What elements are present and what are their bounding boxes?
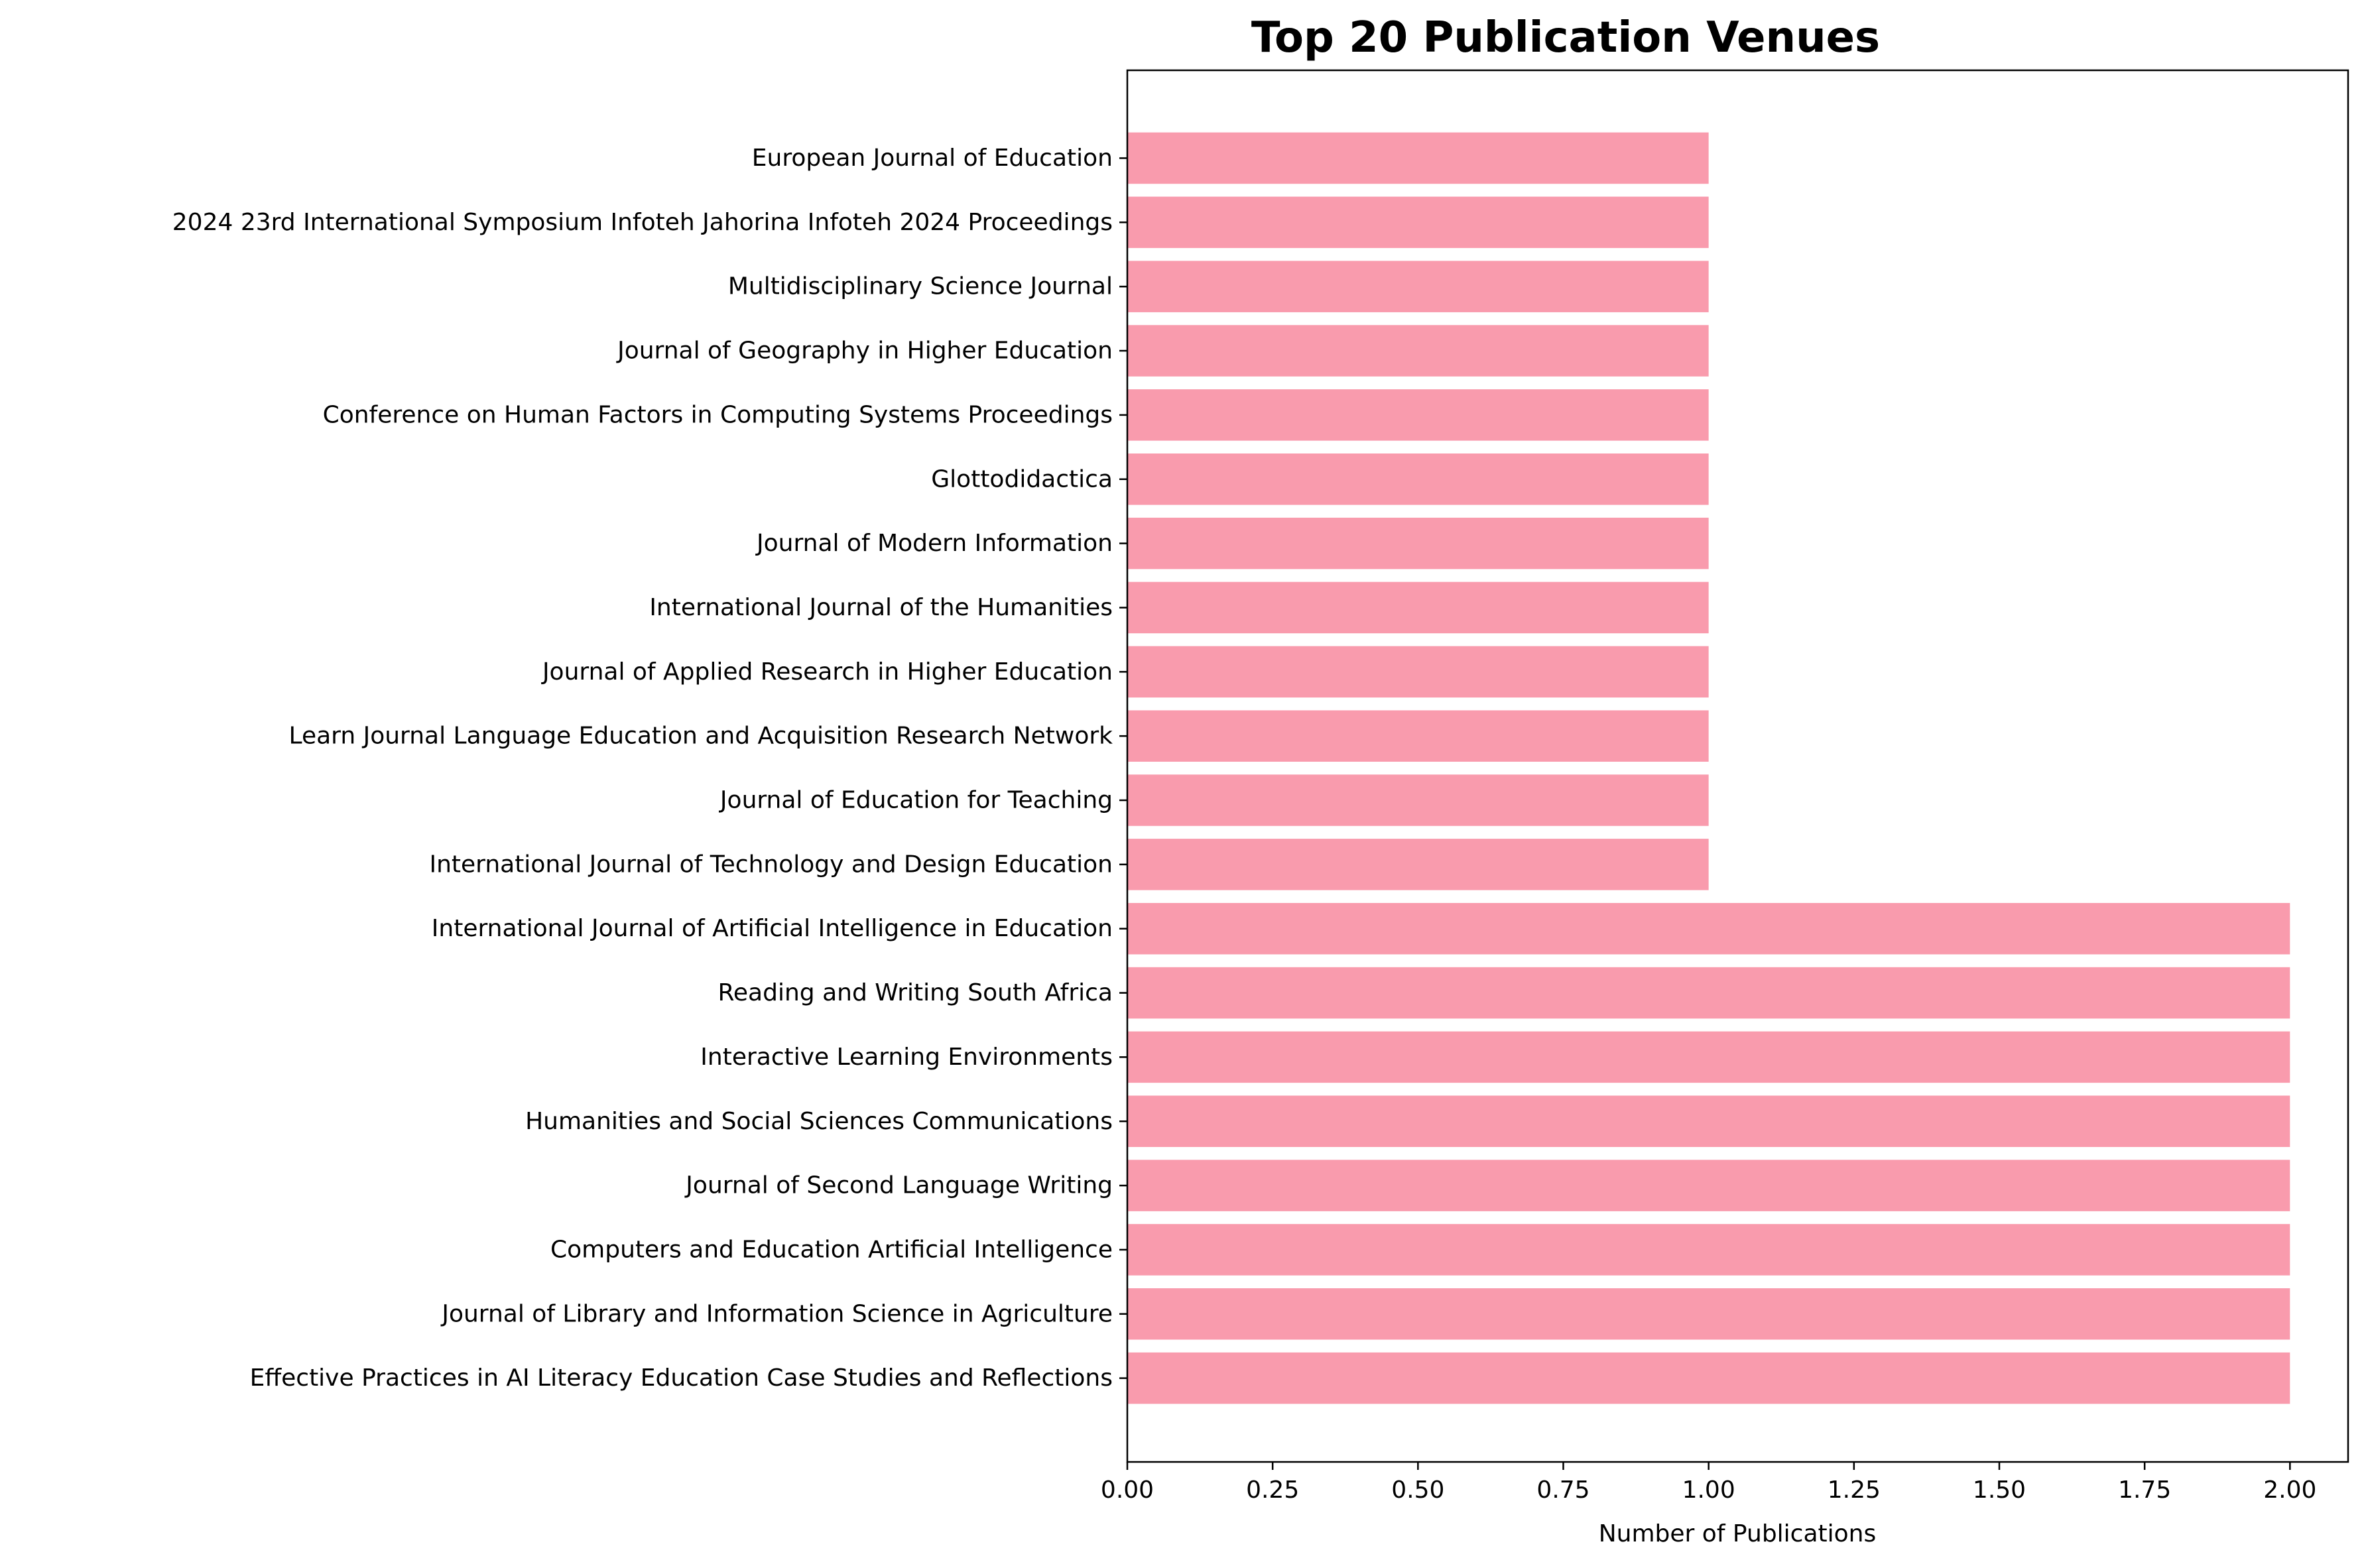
- y-tick-label: Glottodidactica: [931, 465, 1113, 493]
- x-axis-label: Number of Publications: [1599, 1520, 1877, 1547]
- bar: [1127, 967, 2290, 1019]
- x-tick-label: 0.00: [1101, 1477, 1154, 1504]
- y-tick-label: Journal of Geography in Higher Education: [616, 337, 1113, 365]
- bar: [1127, 581, 1709, 634]
- y-tick-label: Effective Practices in AI Literacy Educa…: [250, 1364, 1113, 1392]
- y-tick-label: International Journal of Technology and …: [429, 851, 1113, 878]
- x-tick-label: 1.00: [1682, 1477, 1735, 1504]
- y-tick-label: European Journal of Education: [752, 145, 1113, 172]
- y-tick-label: Multidisciplinary Science Journal: [728, 273, 1113, 300]
- bars: [1127, 132, 2290, 1404]
- bar: [1127, 1031, 2290, 1083]
- y-tick-label: Reading and Writing South Africa: [718, 979, 1113, 1006]
- x-tick-label: 1.50: [1973, 1477, 2026, 1504]
- x-tick-label: 2.00: [2263, 1477, 2316, 1504]
- bar: [1127, 1160, 2290, 1211]
- y-tick-label: Journal of Modern Information: [755, 530, 1113, 557]
- bar: [1127, 774, 1709, 826]
- bar: [1127, 517, 1709, 570]
- y-tick-label: Conference on Human Factors in Computing…: [323, 401, 1113, 428]
- plot-frame: [1126, 69, 2349, 1463]
- bar: [1127, 196, 1709, 249]
- bar: [1127, 389, 1709, 441]
- bar: [1127, 261, 1709, 312]
- bar: [1127, 902, 2290, 955]
- y-axis-ticks: European Journal of Education 2024 23rd I…: [172, 145, 1127, 1392]
- bar: [1127, 839, 1709, 890]
- bar: [1127, 646, 1709, 698]
- x-tick-label: 0.75: [1536, 1477, 1589, 1504]
- y-tick-label: International Journal of the Humanities: [649, 594, 1113, 621]
- bar: [1127, 132, 1709, 184]
- bar: [1127, 325, 1709, 377]
- y-tick-label: Journal of Applied Research in Higher Ed…: [541, 658, 1113, 686]
- x-tick-label: 0.25: [1246, 1477, 1299, 1504]
- y-tick-label: Computers and Education Artificial Intel…: [550, 1236, 1113, 1263]
- bar: [1127, 710, 1709, 762]
- y-tick-label: Humanities and Social Sciences Communica…: [525, 1108, 1113, 1135]
- bar: [1127, 1288, 2290, 1340]
- bar: [1127, 1352, 2290, 1404]
- bar: [1127, 453, 1709, 505]
- y-tick-label: International Journal of Artificial Inte…: [432, 915, 1113, 942]
- y-tick-label: 2024 23rd International Symposium Infote…: [172, 209, 1113, 236]
- chart-title: Top 20 Publication Venues: [1251, 13, 1880, 62]
- y-tick-label: Journal of Library and Information Scien…: [440, 1300, 1113, 1327]
- y-tick-label: Journal of Education for Teaching: [719, 787, 1113, 814]
- x-axis-ticks: 0.00 0.25 0.50 0.75 1.00 1.25 1.50 1.75 2.00: [1101, 1462, 2316, 1504]
- x-tick-label: 1.25: [1828, 1477, 1881, 1504]
- y-tick-label: Interactive Learning Environments: [700, 1044, 1113, 1071]
- x-tick-label: 0.50: [1391, 1477, 1444, 1504]
- y-tick-label: Journal of Second Language Writing: [684, 1172, 1113, 1199]
- bar: [1127, 1224, 2290, 1276]
- bar: [1127, 1095, 2290, 1147]
- x-tick-label: 1.75: [2118, 1477, 2171, 1504]
- y-tick-label: Learn Journal Language Education and Acq…: [289, 723, 1113, 750]
